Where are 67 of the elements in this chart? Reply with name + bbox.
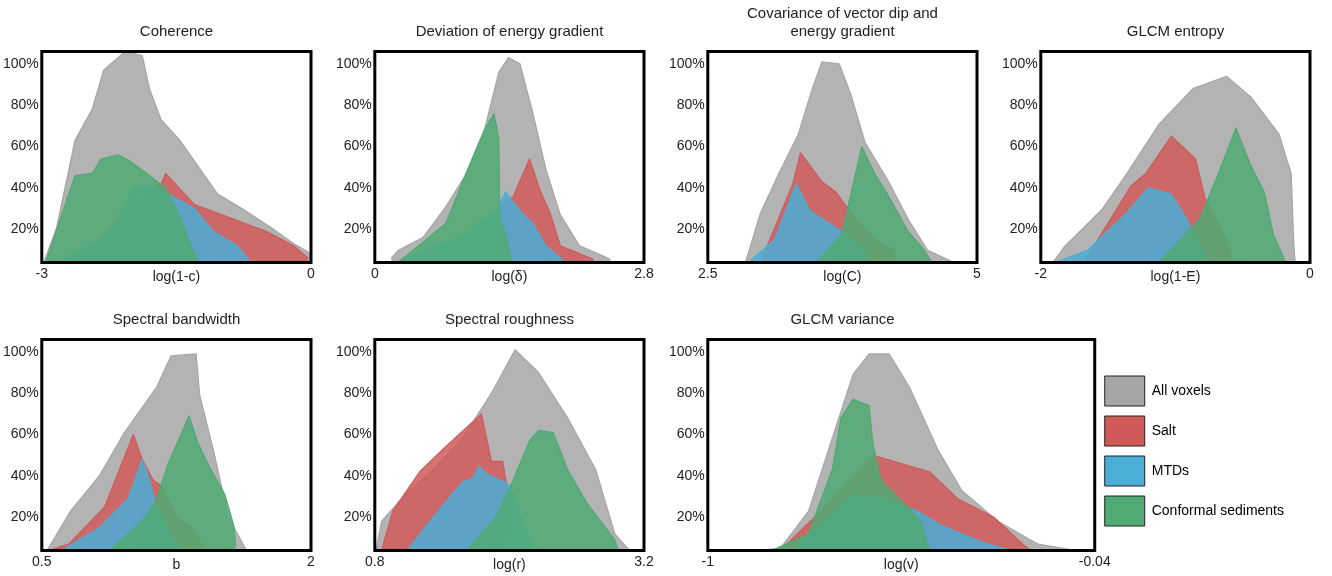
x-tick-label: 0: [370, 264, 379, 281]
y-tick-label: 40%: [676, 466, 705, 483]
x-tick-label: 0: [1306, 264, 1315, 281]
y-tick-label: 100%: [668, 342, 705, 359]
y-tick-label: 40%: [10, 178, 39, 195]
y-tick-label: 20%: [343, 220, 372, 237]
chart-title: GLCM entropy: [1125, 21, 1226, 40]
x-tick-label: -1: [701, 552, 715, 569]
y-tick-label: 60%: [343, 137, 372, 154]
x-tick-label: 0: [307, 264, 316, 281]
y-tick-label: 100%: [335, 342, 372, 359]
x-axis-title: log(1-E): [1150, 268, 1201, 285]
legend-label: Salt: [1151, 421, 1176, 438]
y-tick-label: 60%: [343, 425, 372, 442]
y-tick-label: 20%: [10, 508, 39, 525]
y-tick-label: 20%: [343, 508, 372, 525]
x-axis-title: log(C): [823, 268, 862, 285]
y-tick-label: 100%: [2, 54, 39, 71]
y-tick-label: 40%: [343, 178, 372, 195]
y-tick-label: 100%: [1001, 54, 1038, 71]
x-axis-title: log(v): [883, 556, 919, 573]
x-axis-title: log(δ): [491, 268, 528, 285]
y-tick-label: 80%: [343, 384, 372, 401]
x-axis-title: log(1-c): [152, 268, 201, 285]
y-tick-label: 80%: [676, 384, 705, 401]
chart-title: Covariance of vector dip and energy gradient: [746, 3, 939, 40]
x-tick-label: 2.8: [634, 264, 654, 281]
y-tick-label: 80%: [10, 96, 39, 113]
y-tick-label: 60%: [676, 137, 705, 154]
legend-label: All voxels: [1151, 381, 1211, 398]
y-tick-label: 60%: [1009, 137, 1038, 154]
y-tick-label: 20%: [676, 220, 705, 237]
y-tick-label: 40%: [676, 178, 705, 195]
x-tick-label: 2.5: [698, 264, 718, 281]
chart-title: GLCM variance: [789, 309, 896, 328]
y-tick-label: 80%: [343, 96, 372, 113]
y-tick-label: 40%: [10, 466, 39, 483]
x-tick-label: 3.2: [634, 552, 654, 569]
y-tick-label: 20%: [1009, 220, 1038, 237]
y-tick-label: 80%: [1009, 96, 1038, 113]
y-tick-label: 20%: [10, 220, 39, 237]
y-tick-label: 60%: [10, 137, 39, 154]
y-tick-label: 40%: [1009, 178, 1038, 195]
x-tick-label: 5: [973, 264, 982, 281]
x-tick-label: 2: [307, 552, 316, 569]
chart-title: Spectral roughness: [443, 309, 576, 328]
chart-title: Coherence: [138, 21, 215, 40]
x-axis-title: b: [172, 556, 181, 573]
x-axis-title: log(r): [493, 556, 526, 573]
y-tick-label: 100%: [335, 54, 372, 71]
y-tick-label: 20%: [676, 508, 705, 525]
y-tick-label: 100%: [668, 54, 705, 71]
legend-label: Conformal sediments: [1151, 501, 1285, 518]
chart-title: Deviation of energy gradient: [414, 21, 605, 40]
y-tick-label: 60%: [10, 425, 39, 442]
y-tick-label: 60%: [676, 425, 705, 442]
y-tick-label: 40%: [343, 466, 372, 483]
chart-title: Spectral bandwidth: [111, 309, 242, 328]
y-tick-label: 80%: [10, 384, 39, 401]
x-tick-label: 0.8: [365, 552, 385, 569]
x-tick-label: 0.5: [32, 552, 52, 569]
y-tick-label: 100%: [2, 342, 39, 359]
x-tick-label: -2: [1034, 264, 1048, 281]
y-tick-label: 80%: [676, 96, 705, 113]
x-tick-label: -3: [35, 264, 49, 281]
x-tick-label: -0.04: [1078, 552, 1111, 569]
legend-label: MTDs: [1151, 461, 1190, 478]
